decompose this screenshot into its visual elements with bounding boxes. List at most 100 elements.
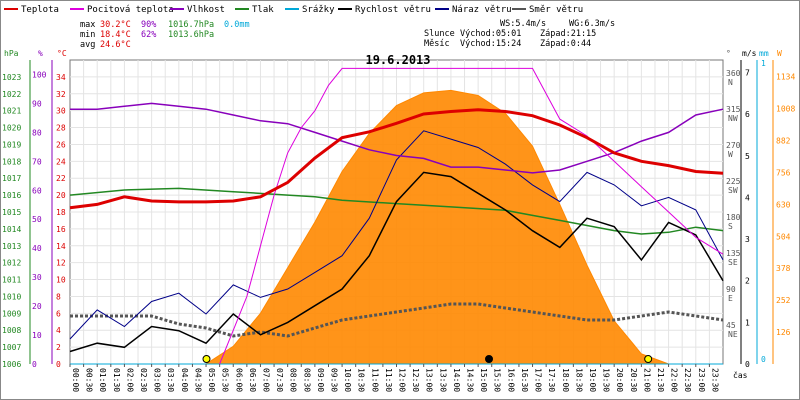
legend-label: Směr větru [529, 5, 583, 15]
x-tick-label: 08:00 [289, 368, 298, 392]
x-tick-label: 09:30 [329, 368, 338, 392]
tick-label-dir: NE [728, 330, 738, 339]
tick-label-ms: 6 [745, 110, 750, 119]
x-tick-label: 23:00 [697, 368, 706, 392]
tick-label-ms: 0 [745, 360, 750, 369]
x-tick-label: 15:30 [493, 368, 502, 392]
tick-label-hpa: 1017 [2, 174, 21, 183]
tick-label-mm: 0 [761, 355, 766, 364]
legend-item: Tlak [235, 5, 274, 15]
legend-label: Srážky [302, 5, 335, 15]
x-tick-label: 00:00 [71, 368, 80, 392]
legend-item: Rychlost větru [338, 5, 431, 15]
unit-mm: mm [759, 49, 769, 58]
x-tick-label: 05:00 [207, 368, 216, 392]
tick-label-hpa: 1007 [2, 343, 21, 352]
tick-label-hpa: 1014 [2, 225, 21, 234]
tick-label-pct: 90 [32, 99, 42, 108]
legend-label: Náraz větru [452, 5, 512, 15]
legend-item: Pocitová teplota [70, 5, 174, 15]
tick-label-pct: 30 [32, 273, 42, 282]
series-wind-gust [69, 130, 724, 340]
tick-label-temp: 16 [56, 225, 66, 234]
x-tick-label: 04:30 [193, 368, 202, 392]
tick-label-temp: 2 [56, 343, 61, 352]
stat-max-temp: 30.2°C [100, 20, 131, 30]
x-tick-label: 02:30 [139, 368, 148, 392]
series-temperature [69, 108, 724, 210]
tick-label-hpa: 1012 [2, 259, 21, 268]
sunset-marker [644, 355, 653, 363]
tick-label-temp: 10 [56, 276, 66, 285]
stat-avg-temp: 24.6°C [100, 40, 131, 50]
tick-label-hpa: 1018 [2, 157, 21, 166]
tick-label-ms: 2 [745, 277, 750, 286]
series-wind-direction [70, 302, 724, 338]
stat-max-press: 1016.7hPa [168, 20, 214, 30]
tick-label-hpa: 1020 [2, 124, 21, 133]
tick-label-pct: 10 [32, 331, 42, 340]
sun-set: Západ:21:15 [540, 29, 596, 39]
sunrise-marker [202, 355, 211, 363]
x-tick-label: 17:30 [547, 368, 556, 392]
tick-label-w: 504 [776, 232, 791, 241]
sun-label: Slunce [424, 29, 455, 39]
tick-label-pct: 60 [32, 186, 42, 195]
tick-label-deg: 315 [726, 105, 741, 114]
tick-label-ms: 5 [745, 152, 750, 161]
stats-block: max 30.2°C 90% 1016.7hPa 0.0mm min 18.4°… [80, 20, 250, 50]
x-tick-label: 14:00 [452, 368, 461, 392]
x-tick-label: 03:30 [166, 368, 175, 392]
tick-label-w: 1008 [776, 105, 795, 114]
tick-label-temp: 26 [56, 140, 66, 149]
tick-label-ms: 4 [745, 193, 750, 202]
stat-min-temp: 18.4°C [100, 30, 131, 40]
tick-label-hpa: 1006 [2, 360, 21, 369]
legend: Teplota Pocitová teplota Vlhkost Tlak Sr… [4, 5, 583, 15]
legend-item: Vlhkost [170, 5, 225, 15]
tick-label-deg: 90 [726, 285, 736, 294]
x-tick-label: 10:30 [357, 368, 366, 392]
x-tick-label: 06:30 [248, 368, 257, 392]
tick-label-pct: 20 [32, 302, 42, 311]
tick-label-hpa: 1008 [2, 326, 21, 335]
tick-label-ms: 1 [745, 318, 750, 327]
x-tick-label: 12:30 [411, 368, 420, 392]
tick-label-hpa: 1015 [2, 208, 21, 217]
x-tick-label: 21:00 [642, 368, 651, 392]
tick-label-w: 378 [776, 264, 791, 273]
x-tick-label: 17:00 [534, 368, 543, 392]
tick-label-pct: 50 [32, 215, 42, 224]
legend-item: Náraz větru [435, 5, 512, 15]
stat-max-label: max [80, 20, 95, 30]
axis-units: hPa % °C ° m/s mm W [4, 49, 782, 58]
x-tick-label: 18:30 [574, 368, 583, 392]
tick-label-temp: 32 [56, 90, 66, 99]
tick-label-dir: SE [728, 258, 738, 267]
tick-label-hpa: 1021 [2, 107, 21, 116]
x-tick-label: 19:30 [602, 368, 611, 392]
x-tick-label: 00:30 [85, 368, 94, 392]
x-tick-label: 15:00 [479, 368, 488, 392]
tick-label-w: 126 [776, 328, 791, 337]
x-tick-label: 20:30 [629, 368, 638, 392]
tick-label-temp: 6 [56, 309, 61, 318]
x-tick-label: 23:30 [710, 368, 719, 392]
moonrise-marker [485, 355, 494, 363]
tick-label-pct: 0 [32, 360, 37, 369]
x-tick-label: 12:00 [398, 368, 407, 392]
tick-label-temp: 24 [56, 157, 66, 166]
x-axis-label: čas [733, 370, 748, 380]
unit-hpa: hPa [4, 49, 19, 58]
x-tick-label: 04:00 [180, 368, 189, 392]
tick-label-dir: NW [728, 114, 738, 123]
stat-min-label: min [80, 30, 95, 40]
x-tick-label: 09:00 [316, 368, 325, 392]
tick-label-deg: 180 [726, 213, 741, 222]
legend-item: Směr větru [512, 5, 583, 15]
tick-label-hpa: 1023 [2, 73, 21, 82]
astro-info: WS:5.4m/s WG:6.3m/s Slunce Východ:05:01 … [424, 19, 615, 49]
unit-temp: °C [57, 49, 67, 58]
legend-label: Teplota [21, 5, 59, 15]
